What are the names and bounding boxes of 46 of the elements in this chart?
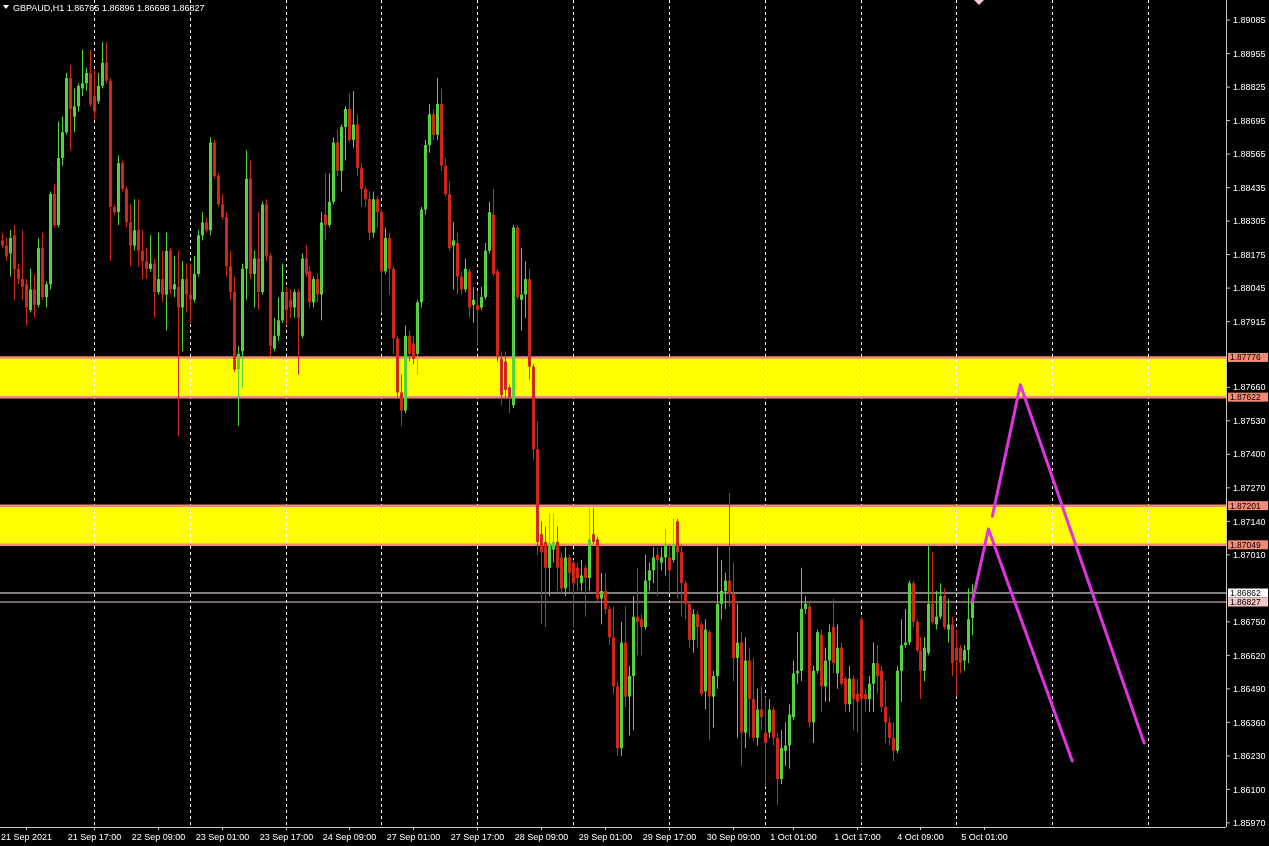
y-tick-label: 1.88435 — [1233, 182, 1266, 193]
y-tick-label: 1.87915 — [1233, 316, 1266, 327]
x-tick-label: 23 Sep 01:00 — [195, 832, 250, 842]
ref-line-label: 1.86862 — [1230, 587, 1261, 598]
y-tick-label: 1.86620 — [1233, 650, 1266, 661]
x-tick-label: 1 Oct 17:00 — [834, 832, 881, 842]
x-tick-label: 21 Sep 2021 — [0, 832, 53, 842]
x-tick-label: 4 Oct 09:00 — [897, 832, 944, 842]
y-tick-label: 1.87140 — [1233, 516, 1266, 527]
y-tick-label: 1.85970 — [1233, 818, 1266, 829]
x-tick-label: 27 Sep 01:00 — [386, 832, 441, 842]
y-tick-label: 1.88825 — [1233, 82, 1266, 93]
y-tick-label: 1.86100 — [1233, 784, 1266, 795]
y-tick-label: 1.88305 — [1233, 216, 1266, 227]
x-tick-label: 1 Oct 01:00 — [770, 832, 817, 842]
x-tick-label: 27 Sep 17:00 — [450, 832, 505, 842]
ref-line-label: 1.87776 — [1230, 352, 1261, 363]
x-tick-label: 23 Sep 17:00 — [259, 832, 314, 842]
ref-line-label: 1.86827 — [1230, 596, 1261, 607]
y-tick-label: 1.88695 — [1233, 115, 1266, 126]
x-tick-label: 30 Sep 09:00 — [706, 832, 761, 842]
x-tick-label: 5 Oct 01:00 — [961, 832, 1008, 842]
y-tick-label: 1.87660 — [1233, 382, 1266, 393]
y-tick-label: 1.86490 — [1233, 684, 1266, 695]
y-tick-label: 1.87270 — [1233, 483, 1266, 493]
y-tick-label: 1.89085 — [1233, 15, 1266, 26]
y-tick-label: 1.88175 — [1233, 249, 1266, 260]
ref-line-label: 1.87201 — [1230, 500, 1261, 511]
y-tick-label: 1.88955 — [1233, 48, 1266, 59]
y-tick-label: 1.86230 — [1233, 751, 1266, 762]
y-tick-label: 1.87010 — [1233, 550, 1266, 561]
ref-line-label: 1.87622 — [1230, 392, 1261, 403]
x-tick-label: 28 Sep 09:00 — [514, 832, 569, 842]
x-tick-label: 29 Sep 17:00 — [642, 832, 697, 842]
y-tick-label: 1.87400 — [1233, 449, 1266, 460]
y-tick-label: 1.86750 — [1233, 617, 1266, 628]
y-tick-label: 1.88565 — [1233, 149, 1266, 160]
ref-line-label: 1.87049 — [1230, 539, 1261, 550]
x-tick-label: 24 Sep 09:00 — [322, 832, 377, 842]
y-tick-label: 1.87530 — [1233, 415, 1266, 426]
y-tick-label: 1.86360 — [1233, 717, 1266, 728]
x-tick-label: 29 Sep 01:00 — [578, 832, 633, 842]
x-tick-label: 21 Sep 17:00 — [67, 832, 122, 842]
x-tick-label: 22 Sep 09:00 — [131, 832, 186, 842]
chart-title: GBPAUD,H1 1.86765 1.86896 1.86698 1.86827 — [13, 3, 205, 13]
y-tick-label: 1.88045 — [1233, 283, 1266, 294]
